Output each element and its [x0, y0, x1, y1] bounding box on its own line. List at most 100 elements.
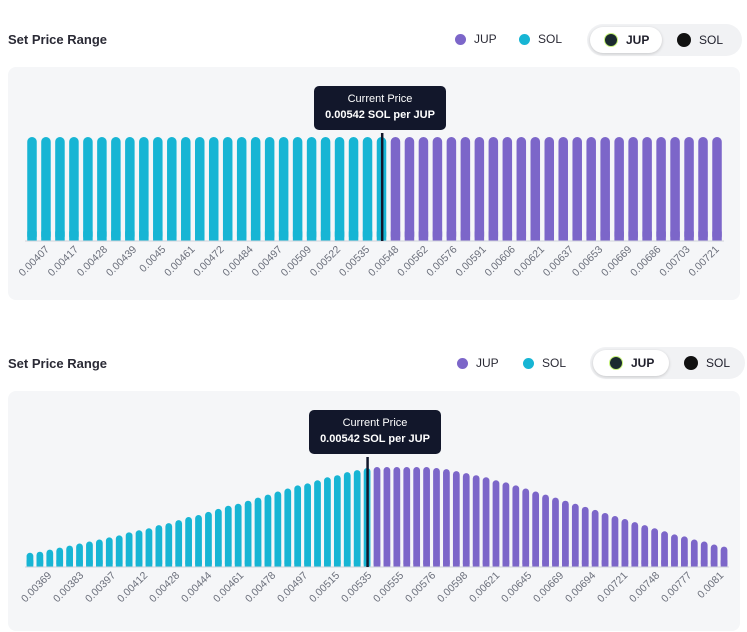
sol-legend-dot: [519, 33, 530, 45]
bar-sol: [274, 491, 282, 567]
tick-label: 0.00621: [512, 244, 547, 279]
bar-jup: [492, 480, 500, 567]
bar-jup: [671, 534, 678, 567]
bar-sol: [155, 525, 163, 567]
bar-base-sol: [55, 231, 65, 241]
tick-label: 0.00461: [211, 570, 246, 605]
bar-sol: [304, 483, 311, 567]
bar-base-sol: [333, 560, 341, 567]
legend-jup: JUP: [455, 32, 497, 46]
bar-jup: [512, 485, 520, 567]
section-title: Set Price Range: [8, 32, 107, 47]
tick-label: 0.0081: [695, 570, 726, 601]
bar-sol: [95, 539, 103, 567]
price-range-section-1: Set Price Range JUP SOL JUP SOL 0.00407 0…: [0, 22, 747, 302]
tick-label: 0.00637: [541, 244, 576, 279]
bar-base-sol: [362, 231, 373, 241]
bar-base-jup: [544, 231, 555, 241]
bar-base-jup: [572, 231, 582, 241]
bar-base-jup: [403, 560, 411, 567]
bar-base-jup: [586, 231, 596, 241]
bar-jup: [631, 522, 639, 567]
tick-label: 0.00703: [657, 244, 692, 279]
bar-base-jup: [581, 560, 589, 567]
bar-sol: [333, 475, 341, 567]
bar-base-jup: [474, 231, 485, 241]
bar-base-jup: [433, 560, 440, 567]
bar-base-sol: [155, 560, 163, 567]
bar-jup: [446, 137, 457, 241]
bar-base-jup: [462, 560, 470, 567]
bar-base-jup: [628, 231, 638, 241]
bar-jup: [423, 467, 430, 567]
bar-base-sol: [139, 231, 149, 241]
bar-base-jup: [611, 560, 619, 567]
solana-icon: [677, 33, 691, 47]
bar-base-jup: [641, 560, 649, 567]
tick-label: 0.00669: [599, 244, 634, 279]
bar-base-jup: [452, 560, 460, 567]
bar-base-sol: [36, 560, 44, 567]
bar-base-jup: [373, 560, 381, 567]
bar-base-sol: [165, 560, 173, 567]
tick-label: 0.00591: [453, 244, 488, 279]
tick-label: 0.00407: [17, 244, 52, 279]
bar-base-jup: [642, 231, 652, 241]
tick-label: 0.00694: [563, 570, 598, 605]
legend-sol: SOL: [523, 356, 566, 370]
bar-base-jup: [710, 560, 718, 567]
bar-jup: [390, 137, 401, 241]
bar-jup: [698, 137, 708, 241]
tick-label: 0.00472: [191, 244, 226, 279]
bar-base-jup: [530, 231, 541, 241]
bar-sol: [208, 137, 219, 241]
bar-sol: [320, 137, 331, 241]
bar-base-jup: [522, 560, 530, 567]
bar-base-sol: [274, 560, 282, 567]
bar-base-jup: [502, 231, 513, 241]
jup-legend-dot: [457, 357, 468, 369]
tick-label: 0.00439: [104, 244, 139, 279]
bar-base-sol: [167, 231, 177, 241]
bar-base-jup: [512, 560, 520, 567]
bar-base-sol: [222, 231, 233, 241]
bar-base-jup: [516, 231, 527, 241]
bar-sol: [175, 520, 183, 567]
bar-base-jup: [558, 231, 568, 241]
price-range-chart-2[interactable]: 0.003690.003830.003970.004120.004280.004…: [8, 391, 740, 631]
price-range-chart-1[interactable]: 0.004070.004170.004280.004390.00450.0046…: [8, 67, 740, 300]
bar-base-sol: [175, 560, 183, 567]
tick-label: 0.00461: [162, 244, 197, 279]
bar-base-jup: [443, 560, 450, 567]
bar-jup: [472, 475, 480, 567]
bar-jup: [462, 473, 470, 567]
tick-label: 0.00598: [435, 570, 470, 605]
bar-sol: [205, 511, 212, 567]
bar-sol: [97, 137, 107, 241]
toggle-sol-button[interactable]: SOL: [674, 350, 744, 376]
tick-label: 0.00621: [467, 570, 502, 605]
bar-jup: [712, 137, 722, 241]
bar-base-sol: [250, 231, 261, 241]
legend-jup-label: JUP: [476, 356, 499, 370]
bar-sol: [324, 477, 331, 567]
toggle-jup-label: JUP: [631, 356, 655, 370]
bar-jup: [474, 137, 485, 241]
tick-label: 0.00428: [147, 570, 182, 605]
bar-base-sol: [224, 560, 232, 567]
bar-base-sol: [66, 560, 73, 567]
current-price-tooltip: Current Price 0.00542 SOL per JUP: [309, 410, 441, 454]
tick-label: 0.00606: [483, 244, 518, 279]
bar-base-sol: [125, 560, 133, 567]
toggle-jup-button[interactable]: JUP: [590, 27, 662, 53]
tick-label: 0.00686: [628, 244, 663, 279]
bar-base-sol: [294, 560, 302, 567]
bar-sol: [167, 137, 177, 241]
bar-jup: [488, 137, 499, 241]
toggle-jup-button[interactable]: JUP: [593, 350, 669, 376]
bar-jup: [502, 137, 513, 241]
bar-base-jup: [492, 560, 500, 567]
bar-base-jup: [404, 231, 415, 241]
toggle-sol-button[interactable]: SOL: [667, 27, 739, 53]
bar-sol: [362, 137, 373, 241]
